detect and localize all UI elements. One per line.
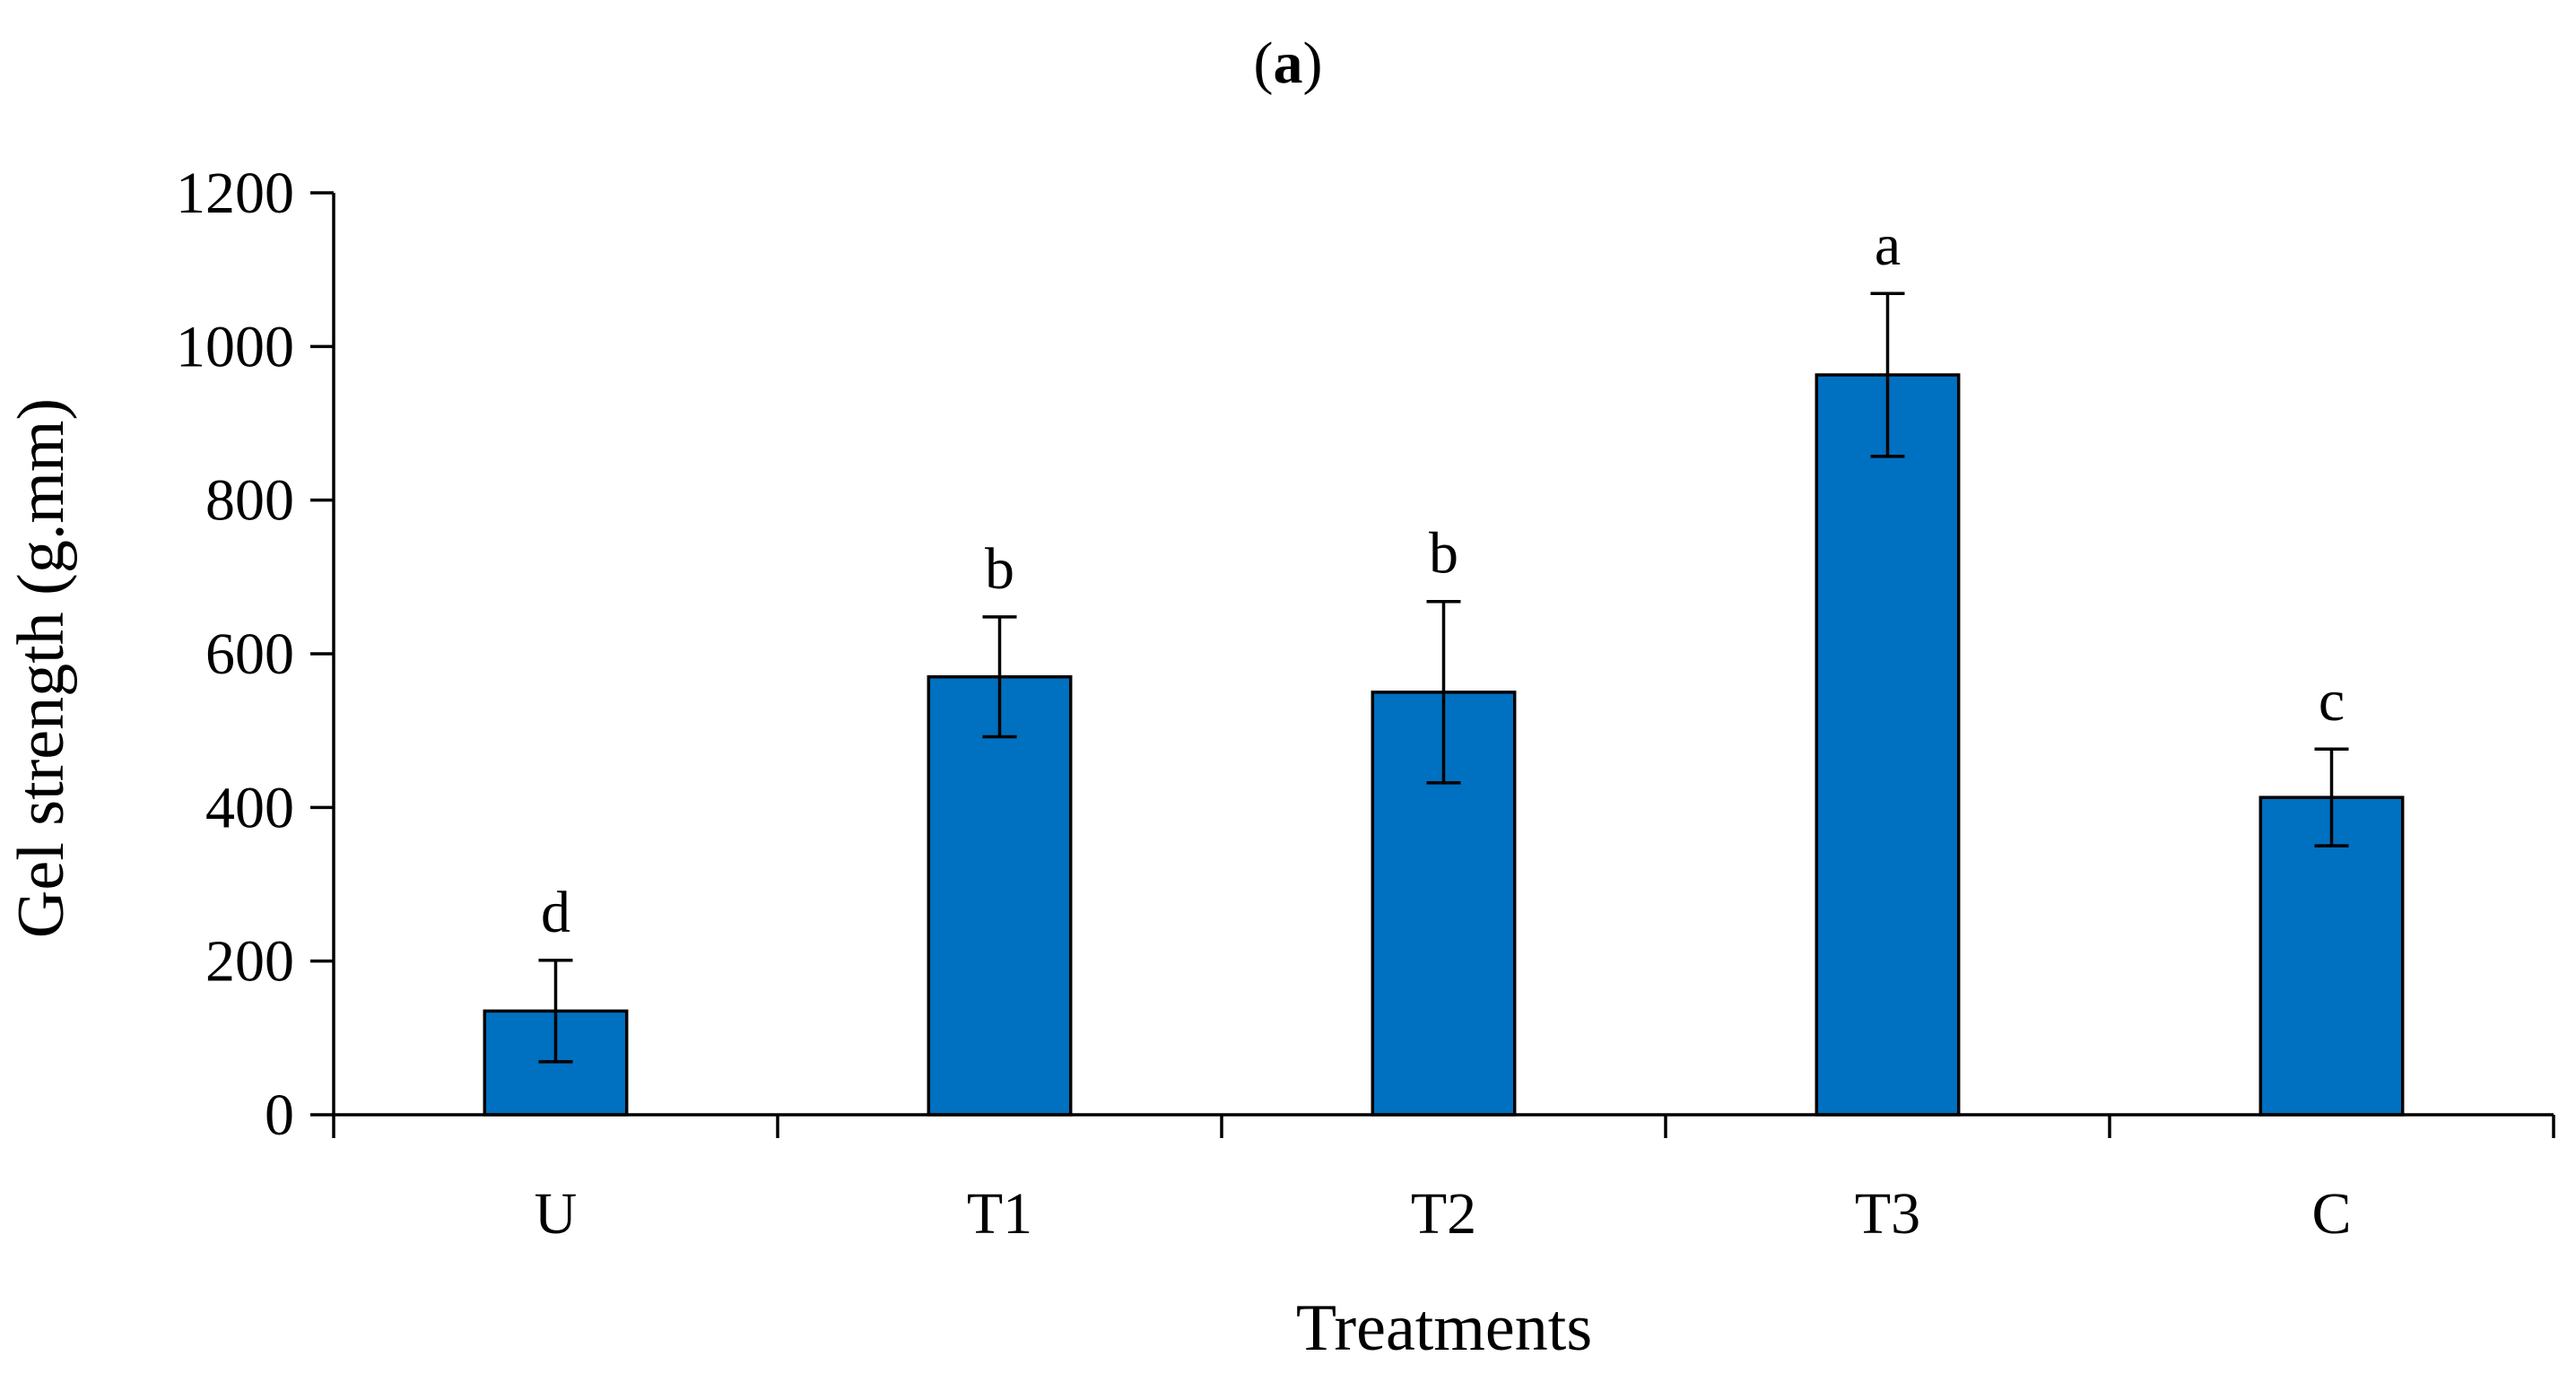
x-axis-title: Treatments	[1296, 1291, 1592, 1365]
y-tick-label: 200	[205, 929, 294, 995]
significance-label: c	[2319, 668, 2345, 734]
axes	[310, 191, 2555, 1138]
x-tick-label: C	[2311, 1181, 2351, 1247]
y-tick-label: 400	[205, 775, 294, 840]
y-tick-label: 1000	[176, 314, 294, 379]
tick-labels: d Ub T1 b T2 a T3 c C 0 200 400 600 800 1000 1200	[176, 161, 2352, 1247]
y-tick-label: 1200	[176, 161, 294, 226]
y-tick-label: 0	[265, 1082, 294, 1148]
x-tick-label: U	[535, 1181, 578, 1247]
significance-label: d	[541, 880, 570, 945]
bar-t1	[927, 674, 1073, 1117]
y-axis-title: Gel strength (g.mm)	[4, 398, 78, 938]
significance-label: b	[1429, 521, 1458, 587]
significance-label: a	[1875, 213, 1901, 278]
significance-label: b	[985, 536, 1014, 602]
x-tick-label: T2	[1411, 1181, 1476, 1247]
panel-label: (a)	[1254, 30, 1323, 96]
x-tick-label: T1	[967, 1181, 1032, 1247]
y-tick-label: 600	[205, 621, 294, 687]
bar-t3	[1815, 373, 1961, 1117]
x-tick-label: T3	[1855, 1181, 1920, 1247]
error-bars	[538, 291, 2349, 1064]
y-tick-label: 800	[205, 468, 294, 534]
